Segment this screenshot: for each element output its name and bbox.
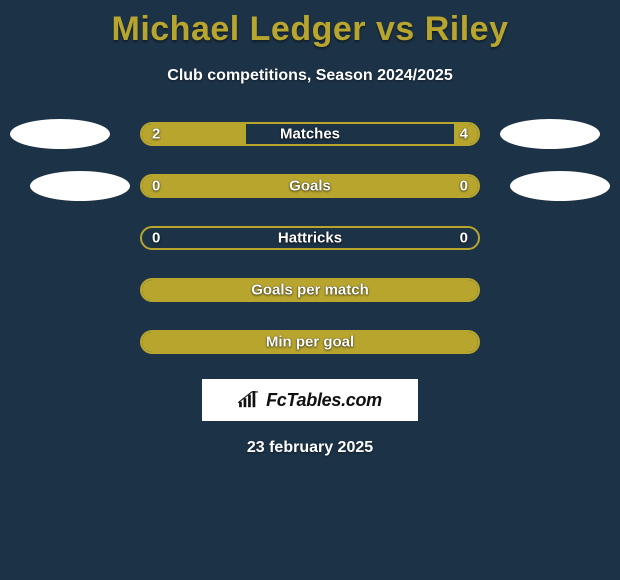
bar-chart-icon [238,391,260,409]
stat-row: 0 0Hattricks [0,223,620,253]
stat-value-left: 0 [152,230,160,247]
player-oval-right [510,171,610,201]
stat-value-left: 2 [152,126,160,143]
stat-value-right: 0 [460,178,468,195]
stat-bar: Goals per match [140,278,480,302]
page-subtitle: Club competitions, Season 2024/2025 [0,67,620,85]
stat-row: Min per goal [0,327,620,357]
stat-row: 24Matches [0,119,620,149]
stat-fill [142,332,478,352]
footer-date: 23 february 2025 [0,439,620,457]
player-oval-right [500,119,600,149]
page-title: Michael Ledger vs Riley [0,0,620,49]
stat-row: Goals per match [0,275,620,305]
stat-bar: 24Matches [140,122,480,146]
stat-bar: 0 0Hattricks [140,226,480,250]
stat-value-right: 0 [460,230,468,247]
stat-fill [142,176,478,196]
stat-row: 00Goals [0,171,620,201]
stat-bar: 00Goals [140,174,480,198]
stat-fill [142,280,478,300]
stat-label: Hattricks [142,230,478,247]
stat-value-left: 0 [152,178,160,195]
stat-value-right: 4 [460,126,468,143]
stat-bar: Min per goal [140,330,480,354]
brand-logo: FcTables.com [202,379,418,421]
player-oval-left [30,171,130,201]
brand-text: FcTables.com [266,390,382,411]
player-oval-left [10,119,110,149]
stats-container: 24Matches00Goals00HattricksGoals per mat… [0,119,620,357]
